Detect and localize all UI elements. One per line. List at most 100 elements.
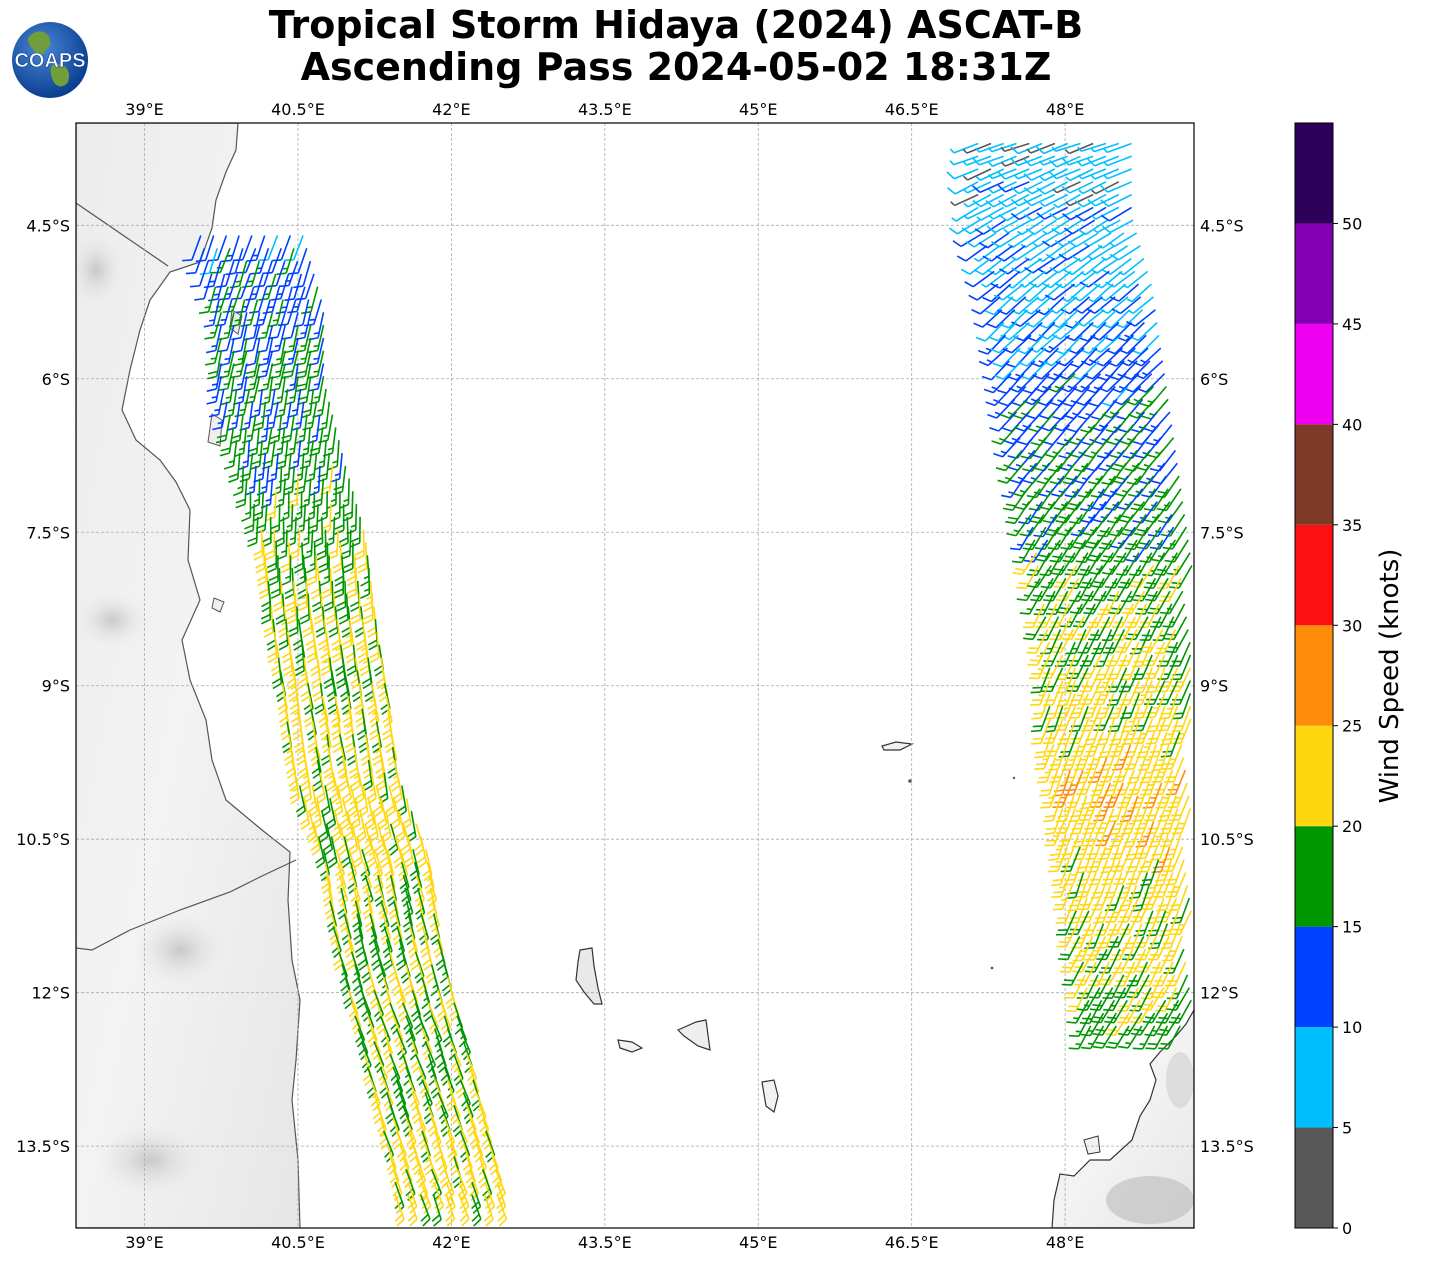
- wind-barb: [983, 373, 1012, 394]
- wind-barb: [973, 257, 1004, 276]
- wind-barb: [1162, 936, 1183, 962]
- wind-barb: [1103, 155, 1132, 167]
- wind-barb: [1131, 641, 1153, 668]
- wind-barb: [1106, 654, 1128, 680]
- wind-barb: [431, 1194, 442, 1227]
- lat-tick-right-2: 7.5°S: [1200, 523, 1244, 542]
- wind-barb: [1055, 910, 1077, 936]
- wind-barb: [1138, 846, 1158, 873]
- wind-barb: [1145, 1025, 1169, 1050]
- lat-tick-right-5: 12°S: [1200, 984, 1239, 1003]
- wind-barb: [1092, 257, 1119, 274]
- wind-barb: [1121, 590, 1146, 615]
- wind-barb: [1091, 181, 1120, 195]
- wind-barb: [1087, 193, 1120, 207]
- colorbar-tick-7: 35: [1342, 516, 1362, 535]
- wind-barb: [1133, 808, 1153, 835]
- wind-barb: [1139, 961, 1161, 987]
- colorbar-bin-10: [1295, 123, 1333, 224]
- wind-barb: [1023, 181, 1056, 195]
- lat-tick-left-1: 6°S: [42, 370, 70, 389]
- wind-barb: [1064, 552, 1089, 576]
- wind-barb: [350, 759, 362, 792]
- wind-barb: [1003, 219, 1032, 234]
- wind-barb: [1102, 142, 1132, 154]
- wind-barb: [1023, 193, 1056, 207]
- lon-tick-top-6: 48°E: [1046, 100, 1084, 119]
- wind-barb: [981, 360, 1010, 381]
- lon-tick-bottom-6: 48°E: [1046, 1233, 1084, 1252]
- wind-barb: [1090, 321, 1120, 341]
- wind-barb: [1079, 782, 1099, 810]
- wind-barb: [1051, 859, 1070, 887]
- wind-barb: [1060, 296, 1091, 315]
- wind-barb: [1106, 577, 1131, 602]
- wind-barb: [1080, 680, 1102, 705]
- wind-barb: [1134, 360, 1164, 380]
- colorbar-bin-1: [1295, 1027, 1333, 1128]
- lat-tick-left-3: 9°S: [42, 677, 70, 696]
- wind-barb: [385, 785, 396, 818]
- wind-barb: [1100, 539, 1125, 563]
- wind-barb: [325, 593, 337, 625]
- wind-barb: [271, 376, 286, 406]
- wind-barb: [1094, 808, 1115, 835]
- wind-barb: [1137, 744, 1157, 771]
- wind-barb: [989, 334, 1019, 354]
- wind-barb: [1063, 974, 1086, 999]
- wind-barb: [294, 312, 312, 341]
- wind-barb: [207, 350, 222, 380]
- wind-barb: [373, 785, 384, 818]
- wind-barb: [306, 555, 318, 587]
- wind-barb: [1036, 757, 1057, 784]
- wind-barb: [1052, 884, 1074, 911]
- wind-barb: [962, 142, 992, 154]
- wind-barb: [256, 324, 274, 354]
- wind-barb: [392, 1168, 403, 1202]
- colorbar-bin-0: [1295, 1127, 1333, 1228]
- wind-barb: [1051, 629, 1074, 654]
- wind-barb: [331, 810, 342, 844]
- wind-barb: [1050, 309, 1080, 329]
- colorbar-bin-5: [1295, 625, 1333, 726]
- wind-barb: [972, 181, 1005, 194]
- lat-tick-left-0: 4.5°S: [26, 216, 70, 235]
- wind-barb: [1067, 232, 1099, 248]
- wind-barb: [1104, 884, 1125, 912]
- wind-barb: [336, 580, 347, 612]
- wind-barb: [205, 324, 222, 354]
- colorbar-tick-4: 20: [1342, 817, 1362, 836]
- border-tanzania-mozambique: [76, 859, 297, 951]
- wind-barb: [330, 452, 343, 483]
- wind-barb: [322, 823, 334, 856]
- island-cosmoledo: [990, 966, 994, 970]
- wind-barb: [1000, 142, 1030, 153]
- wind-barb: [1097, 833, 1118, 860]
- wind-barb: [1101, 219, 1134, 234]
- wind-barb: [280, 542, 291, 574]
- colorbar-bin-9: [1295, 223, 1333, 324]
- wind-barb: [1041, 667, 1064, 693]
- wind-barb: [1062, 206, 1094, 221]
- colorbar-bin-6: [1295, 524, 1333, 626]
- wind-barb: [1156, 680, 1179, 705]
- wind-barb: [994, 360, 1023, 380]
- wind-barb: [1131, 680, 1153, 706]
- wind-barb: [1077, 552, 1102, 576]
- wind-barb: [1036, 206, 1069, 220]
- wind-barb: [1156, 1012, 1181, 1036]
- wind-barb: [1027, 641, 1051, 667]
- wind-barb: [1153, 872, 1174, 898]
- wind-barb: [1132, 577, 1157, 602]
- lat-tick-right-1: 6°S: [1200, 370, 1228, 389]
- wind-barb: [1042, 347, 1072, 367]
- wind-barb: [1151, 846, 1171, 874]
- wind-barb: [1044, 808, 1064, 835]
- wind-barb: [1093, 897, 1114, 924]
- wind-barb: [1099, 181, 1132, 193]
- lon-tick-top-1: 40.5°E: [271, 100, 325, 119]
- wind-barb: [346, 568, 357, 599]
- wind-barb: [1126, 974, 1150, 999]
- wind-barb: [986, 309, 1016, 329]
- wind-barb: [1148, 731, 1168, 758]
